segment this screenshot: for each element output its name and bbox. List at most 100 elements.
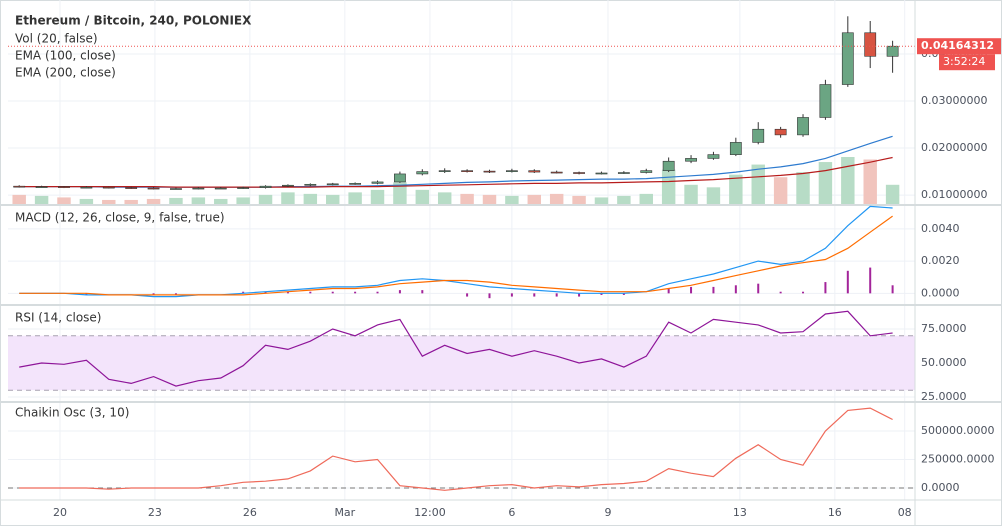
volume-bar <box>617 195 631 205</box>
y-tick-label: 500000.0000 <box>921 424 994 437</box>
histogram-bar <box>488 293 491 299</box>
volume-bar <box>751 164 765 205</box>
histogram-bar <box>421 290 424 294</box>
candle-body <box>617 172 630 174</box>
volume-bar <box>885 184 900 205</box>
x-tick-label: Mar <box>334 506 355 519</box>
candle-body <box>192 187 205 190</box>
volume-bar <box>34 195 49 205</box>
histogram-bar <box>264 291 267 294</box>
histogram-bar <box>354 291 357 294</box>
volume-bar <box>303 193 318 205</box>
histogram-bar <box>376 291 379 294</box>
candle-body <box>483 170 496 173</box>
histogram-bar <box>85 293 88 295</box>
candle-body <box>102 186 115 189</box>
histogram-bar <box>846 270 849 294</box>
last-price-label: 0.04164312 <box>921 39 994 52</box>
histogram-bar <box>622 293 625 295</box>
volume-bar <box>79 198 94 205</box>
series-line <box>19 407 893 491</box>
indicator-label: EMA (200, close) <box>15 66 116 80</box>
volume-bar <box>415 189 430 205</box>
candle-body <box>573 172 585 174</box>
y-tick-label: 0.0020 <box>921 254 960 267</box>
candle-body <box>438 170 451 172</box>
volume-bar <box>684 184 698 205</box>
series-line <box>19 310 893 387</box>
volume-bar <box>12 194 26 205</box>
candle-body <box>685 158 697 162</box>
volume-bar <box>549 193 564 205</box>
y-tick-label: 0.0000 <box>921 286 960 299</box>
histogram-bar <box>466 293 469 297</box>
candle-body <box>819 84 832 118</box>
x-tick-label: 20 <box>53 506 67 519</box>
candle-body <box>282 184 294 187</box>
candle-body <box>662 160 675 171</box>
y-tick-label: 25.0000 <box>921 390 967 403</box>
volume-bar <box>191 197 206 205</box>
volume-bar <box>527 194 542 205</box>
candle-body <box>505 170 518 172</box>
candle-body <box>80 186 93 189</box>
candle-body <box>864 32 877 57</box>
candle-body <box>304 183 317 186</box>
candle-body <box>259 185 272 188</box>
candle-body <box>729 142 742 155</box>
histogram-bar <box>757 283 760 294</box>
volume-bar <box>393 182 407 205</box>
candle-body <box>416 171 429 175</box>
volume-bar <box>773 177 788 205</box>
volume-bar <box>236 197 250 205</box>
series-line <box>19 205 893 298</box>
series-line <box>19 215 893 296</box>
countdown-tag <box>939 54 995 71</box>
indicator-label: EMA (100, close) <box>15 49 116 63</box>
y-tick-label: 0.0040 <box>921 222 960 235</box>
volume-bar <box>661 169 676 205</box>
volume-bar <box>326 194 340 205</box>
volume-bar <box>460 193 474 205</box>
candle-body <box>797 117 809 136</box>
volume-bar <box>258 194 273 205</box>
histogram-bar <box>600 293 603 295</box>
histogram-bar <box>690 286 693 294</box>
y-tick-label: 50.0000 <box>921 356 967 369</box>
last-price-tag <box>917 38 1001 55</box>
candle-body <box>707 154 720 159</box>
histogram-bar <box>555 293 558 297</box>
volume-bar <box>729 174 743 205</box>
volume-bar <box>57 197 71 205</box>
panel-title: RSI (14, close) <box>15 311 101 325</box>
x-tick-label: 08 <box>898 506 912 519</box>
y-tick-label: 0.03000000 <box>921 94 987 107</box>
candle-body <box>841 32 854 85</box>
histogram-bar <box>712 286 715 294</box>
candle-body <box>640 170 653 173</box>
series-line <box>19 156 893 188</box>
x-tick-label: 16 <box>828 506 842 519</box>
y-tick-label: 0.02000000 <box>921 141 987 154</box>
candle-body <box>349 183 362 185</box>
histogram-bar <box>824 282 827 294</box>
histogram-bar <box>242 291 245 294</box>
volume-bar <box>863 159 877 205</box>
histogram-bar <box>174 293 177 295</box>
indicator-label: Vol (20, false) <box>15 32 98 46</box>
x-tick-label: 26 <box>243 506 257 519</box>
volume-bar <box>370 189 385 205</box>
volume-bar <box>124 199 138 205</box>
volume-bar <box>348 192 362 205</box>
y-tick-label: 75.0000 <box>921 322 967 335</box>
candle-body <box>752 128 765 143</box>
rsi-band <box>8 335 915 391</box>
volume-bar <box>214 198 228 205</box>
volume-bar <box>841 157 855 205</box>
candle-body <box>170 188 182 190</box>
candle-body <box>237 187 250 189</box>
volume-bar <box>102 199 116 205</box>
x-tick-label: 23 <box>148 506 162 519</box>
candle-body <box>125 187 138 189</box>
candle-body <box>886 45 899 57</box>
